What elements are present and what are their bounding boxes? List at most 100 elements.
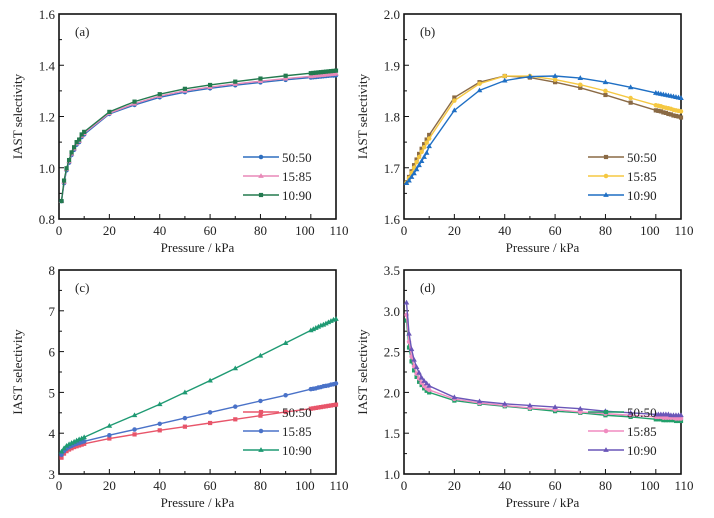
data-point — [668, 112, 674, 117]
data-point — [72, 444, 77, 450]
data-point — [81, 434, 87, 440]
data-point — [408, 346, 415, 352]
legend-marker — [603, 428, 609, 434]
data-point — [64, 166, 69, 171]
legend-label: 10:90 — [627, 443, 657, 458]
data-point — [207, 82, 213, 88]
data-point — [321, 404, 326, 409]
data-point — [328, 318, 334, 323]
data-point — [258, 413, 263, 418]
data-point — [418, 374, 425, 380]
legend-label: 15:85 — [282, 424, 312, 439]
y-tick-label: 1.0 — [39, 161, 55, 176]
data-point — [527, 73, 533, 79]
legend-marker — [603, 447, 609, 452]
y-tick-label: 1.7 — [384, 161, 401, 176]
series-10-90 — [403, 299, 684, 418]
panel-label: (d) — [420, 280, 435, 295]
data-point — [426, 136, 432, 141]
data-point — [418, 158, 425, 164]
x-tick-label: 100 — [295, 478, 315, 493]
y-tick-label: 3.5 — [384, 263, 400, 278]
data-point — [310, 326, 317, 332]
data-point — [82, 129, 87, 134]
data-point — [552, 80, 558, 85]
data-point — [423, 150, 430, 155]
data-point — [182, 389, 188, 395]
data-point — [326, 69, 331, 74]
data-point — [308, 327, 314, 333]
data-point — [578, 82, 583, 87]
data-point — [63, 442, 70, 448]
data-point — [157, 428, 162, 433]
data-point — [424, 140, 429, 145]
data-point — [66, 157, 72, 163]
data-point — [333, 381, 339, 386]
data-point — [182, 415, 188, 421]
data-point — [61, 445, 67, 451]
data-point — [132, 99, 137, 104]
data-point — [668, 418, 674, 423]
data-point — [77, 137, 82, 142]
data-point — [131, 412, 138, 418]
data-point — [671, 113, 676, 118]
series-10-90 — [403, 73, 684, 186]
data-point — [658, 417, 663, 422]
data-point — [578, 409, 583, 415]
y-tick-label: 1.5 — [384, 426, 400, 441]
data-point — [552, 73, 558, 78]
data-point — [477, 81, 482, 86]
data-point — [157, 421, 162, 427]
data-point — [71, 438, 77, 444]
x-tick-label: 40 — [153, 223, 166, 238]
data-point — [313, 325, 319, 330]
series-line — [405, 75, 682, 183]
y-tick-label: 1.6 — [384, 212, 401, 227]
y-tick-label: 1.0 — [384, 467, 400, 482]
x-tick-label: 40 — [498, 478, 511, 493]
data-point — [69, 446, 74, 451]
legend-label: 50:50 — [627, 150, 657, 165]
data-point — [323, 320, 329, 326]
data-point — [406, 345, 412, 350]
data-point — [406, 330, 412, 336]
data-point — [313, 405, 318, 411]
data-point — [318, 70, 323, 75]
data-point — [74, 444, 79, 449]
series-line — [405, 75, 682, 183]
series-line — [406, 75, 682, 184]
x-tick-label: 20 — [103, 223, 116, 238]
y-tick-label: 5 — [49, 385, 56, 400]
data-point — [78, 435, 85, 441]
x-tick-label: 0 — [56, 478, 63, 493]
x-tick-label: 0 — [401, 223, 408, 238]
data-point — [411, 163, 417, 168]
data-point — [283, 393, 288, 398]
data-point — [282, 75, 289, 81]
data-point — [132, 432, 137, 437]
data-point — [578, 85, 583, 90]
data-point — [107, 436, 112, 441]
x-tick-label: 110 — [674, 223, 693, 238]
data-point — [416, 162, 422, 168]
data-point — [333, 316, 339, 321]
y-tick-label: 2.5 — [384, 345, 400, 360]
x-axis-title: Pressure / kPa — [161, 495, 235, 510]
data-point — [476, 398, 483, 404]
y-tick-label: 1.9 — [384, 58, 400, 73]
x-tick-label: 80 — [254, 478, 267, 493]
data-point — [157, 92, 162, 97]
data-point — [476, 87, 483, 93]
data-point — [79, 132, 84, 137]
x-axis-title: Pressure / kPa — [506, 495, 580, 510]
legend-marker — [258, 192, 264, 198]
data-point — [68, 440, 75, 445]
data-point — [316, 70, 321, 75]
data-point — [408, 174, 415, 179]
data-point — [107, 432, 112, 438]
x-tick-label: 20 — [103, 478, 116, 493]
y-tick-label: 6 — [49, 345, 56, 360]
data-point — [403, 180, 410, 186]
data-point — [66, 447, 72, 452]
legend-marker — [603, 154, 609, 160]
